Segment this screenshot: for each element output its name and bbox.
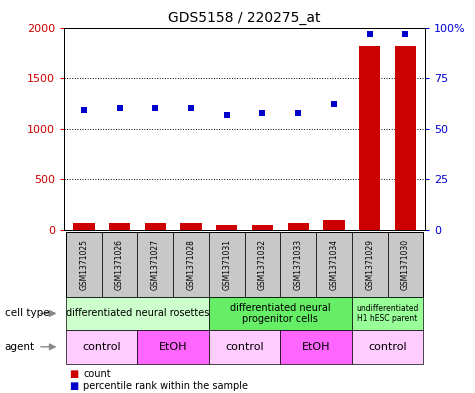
Bar xyxy=(395,46,416,230)
Bar xyxy=(209,297,352,330)
Text: EtOH: EtOH xyxy=(302,342,330,352)
Bar xyxy=(287,223,309,230)
Bar xyxy=(359,46,380,230)
Text: GSM1371025: GSM1371025 xyxy=(79,239,88,290)
Bar xyxy=(352,297,423,330)
Text: agent: agent xyxy=(5,342,35,352)
Text: cell type: cell type xyxy=(5,309,49,318)
Title: GDS5158 / 220275_at: GDS5158 / 220275_at xyxy=(168,11,321,25)
Bar xyxy=(209,232,245,297)
Bar xyxy=(144,223,166,230)
Bar xyxy=(209,330,280,364)
Bar xyxy=(102,232,137,297)
Bar xyxy=(216,225,238,230)
Bar xyxy=(66,330,137,364)
Bar xyxy=(352,330,423,364)
Text: control: control xyxy=(82,342,121,352)
Text: GSM1371034: GSM1371034 xyxy=(330,239,339,290)
Text: undifferentiated
H1 hESC parent: undifferentiated H1 hESC parent xyxy=(356,304,419,323)
Bar xyxy=(245,232,280,297)
Bar xyxy=(137,232,173,297)
Text: percentile rank within the sample: percentile rank within the sample xyxy=(83,381,248,391)
Bar xyxy=(66,297,209,330)
Text: GSM1371026: GSM1371026 xyxy=(115,239,124,290)
Bar xyxy=(137,330,209,364)
Text: GSM1371032: GSM1371032 xyxy=(258,239,267,290)
Bar xyxy=(280,330,352,364)
Text: GSM1371030: GSM1371030 xyxy=(401,239,410,290)
Text: control: control xyxy=(225,342,264,352)
Text: differentiated neural
progenitor cells: differentiated neural progenitor cells xyxy=(230,303,331,324)
Bar xyxy=(388,232,423,297)
Text: GSM1371027: GSM1371027 xyxy=(151,239,160,290)
Text: GSM1371028: GSM1371028 xyxy=(187,239,196,290)
Bar xyxy=(66,232,102,297)
Text: ■: ■ xyxy=(69,381,78,391)
Text: count: count xyxy=(83,369,111,379)
Text: EtOH: EtOH xyxy=(159,342,188,352)
Bar xyxy=(280,232,316,297)
Text: GSM1371033: GSM1371033 xyxy=(294,239,303,290)
Bar xyxy=(352,232,388,297)
Bar xyxy=(109,223,130,230)
Text: GSM1371029: GSM1371029 xyxy=(365,239,374,290)
Text: GSM1371031: GSM1371031 xyxy=(222,239,231,290)
Text: ■: ■ xyxy=(69,369,78,379)
Bar xyxy=(252,225,273,230)
Text: control: control xyxy=(368,342,407,352)
Bar xyxy=(180,223,202,230)
Text: differentiated neural rosettes: differentiated neural rosettes xyxy=(66,309,209,318)
Bar xyxy=(73,223,95,230)
Bar xyxy=(323,220,345,230)
Bar xyxy=(173,232,209,297)
Bar xyxy=(316,232,352,297)
